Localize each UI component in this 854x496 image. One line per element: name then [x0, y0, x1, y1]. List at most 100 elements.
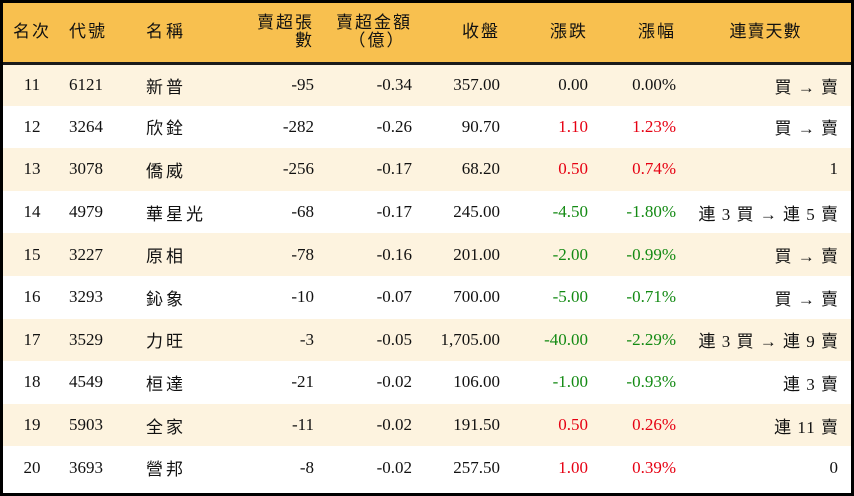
table-row[interactable]: 14 4979 華星光 -68 -0.17 245.00 -4.50 -1.80…: [3, 190, 851, 234]
header-net-sell-amount[interactable]: 賣超金額 （億）: [322, 3, 420, 63]
cell-net-sell-volume: -8: [299, 457, 314, 477]
cell-consecutive-days: 1: [829, 159, 839, 179]
cell-net-sell-volume: -11: [291, 415, 314, 435]
cell-code: 3693: [69, 457, 103, 477]
header-change-pct[interactable]: 漲幅: [638, 22, 676, 42]
cell-code: 3529: [69, 329, 103, 349]
cell-change: 0.50: [558, 415, 588, 435]
cell-net-sell-volume: -256: [282, 159, 314, 179]
cell-change: 0.00: [558, 75, 588, 95]
cell-name: 僑威: [146, 161, 186, 181]
cell-change-pct: 0.74%: [632, 159, 676, 179]
cell-change: -2.00: [552, 244, 588, 264]
cell-net-sell-amount: -0.26: [376, 116, 412, 136]
cell-net-sell-amount: -0.07: [376, 287, 412, 307]
cell-consecutive-days: 買 → 賣: [774, 247, 839, 267]
cell-close: 1,705.00: [440, 329, 501, 349]
net-sell-ranking-table: 名次 代號 名稱 賣超張數 賣超金額 （億） 收盤 漲跌 漲幅 連賣天數 11 …: [3, 3, 851, 489]
table-row[interactable]: 18 4549 桓達 -21 -0.02 106.00 -1.00 -0.93%…: [3, 361, 851, 404]
header-net-sell-volume[interactable]: 賣超張數: [257, 13, 314, 51]
cell-change: 1.10: [558, 116, 588, 136]
cell-rank: 17: [23, 329, 41, 349]
cell-net-sell-amount: -0.02: [376, 415, 412, 435]
header-name[interactable]: 名稱: [146, 22, 186, 42]
cell-change-pct: 0.00%: [632, 75, 676, 95]
table-row[interactable]: 17 3529 力旺 -3 -0.05 1,705.00 -40.00 -2.2…: [3, 318, 851, 362]
cell-consecutive-days: 0: [829, 457, 839, 477]
cell-change-pct: -2.29%: [626, 329, 676, 349]
cell-rank: 11: [23, 75, 41, 95]
cell-name: 營邦: [146, 460, 186, 480]
cell-net-sell-volume: -3: [299, 329, 314, 349]
cell-close: 106.00: [453, 372, 500, 392]
table-header-row: 名次 代號 名稱 賣超張數 賣超金額 （億） 收盤 漲跌 漲幅 連賣天數: [3, 3, 851, 63]
cell-code: 4979: [69, 202, 103, 222]
cell-consecutive-days: 買 → 賣: [774, 289, 839, 309]
cell-close: 357.00: [453, 75, 500, 95]
cell-close: 245.00: [453, 202, 500, 222]
table-row[interactable]: 12 3264 欣銓 -282 -0.26 90.70 1.10 1.23% 買…: [3, 105, 851, 149]
cell-consecutive-days: 連 3 賣: [783, 374, 839, 394]
cell-close: 201.00: [453, 244, 500, 264]
cell-name: 桓達: [146, 374, 186, 394]
table-row[interactable]: 20 3693 營邦 -8 -0.02 257.50 1.00 0.39% 0: [3, 446, 851, 489]
table-row[interactable]: 13 3078 僑威 -256 -0.17 68.20 0.50 0.74% 1: [3, 148, 851, 191]
cell-change: -5.00: [552, 287, 588, 307]
cell-consecutive-days: 連 3 買 → 連 5 賣: [698, 204, 839, 224]
cell-name: 新普: [146, 77, 186, 97]
cell-close: 700.00: [453, 287, 500, 307]
table-row[interactable]: 19 5903 全家 -11 -0.02 191.50 0.50 0.26% 連…: [3, 403, 851, 447]
header-code[interactable]: 代號: [69, 22, 107, 42]
cell-net-sell-volume: -282: [282, 116, 314, 136]
cell-rank: 13: [23, 159, 41, 179]
cell-code: 3227: [69, 244, 103, 264]
header-change[interactable]: 漲跌: [550, 22, 588, 42]
cell-rank: 14: [23, 202, 41, 222]
cell-close: 90.70: [461, 116, 500, 136]
cell-change-pct: -0.99%: [626, 244, 676, 264]
cell-net-sell-volume: -95: [291, 75, 314, 95]
cell-close: 68.20: [461, 159, 500, 179]
cell-net-sell-volume: -21: [291, 372, 314, 392]
cell-code: 3264: [69, 116, 103, 136]
cell-consecutive-days: 連 11 賣: [774, 417, 839, 437]
cell-code: 6121: [69, 75, 103, 95]
cell-consecutive-days: 買 → 賣: [774, 77, 839, 97]
cell-rank: 15: [23, 244, 41, 264]
cell-net-sell-amount: -0.05: [376, 329, 412, 349]
table-row[interactable]: 15 3227 原相 -78 -0.16 201.00 -2.00 -0.99%…: [3, 233, 851, 276]
header-close[interactable]: 收盤: [462, 22, 500, 42]
header-consecutive-days[interactable]: 連賣天數: [729, 22, 802, 42]
cell-code: 3078: [69, 159, 103, 179]
cell-rank: 18: [23, 372, 41, 392]
cell-net-sell-amount: -0.34: [376, 75, 412, 95]
cell-close: 257.50: [453, 457, 500, 477]
cell-change: -40.00: [544, 329, 588, 349]
cell-rank: 12: [23, 116, 41, 136]
cell-net-sell-volume: -68: [291, 202, 314, 222]
cell-change: -1.00: [552, 372, 588, 392]
header-net-sell-amount-unit: （億）: [348, 31, 406, 51]
cell-net-sell-amount: -0.17: [376, 202, 412, 222]
header-net-sell-amount-title: 賣超金額: [336, 13, 412, 33]
cell-close: 191.50: [453, 415, 500, 435]
cell-change-pct: 1.23%: [632, 116, 676, 136]
cell-name: 原相: [146, 247, 186, 267]
cell-change-pct: -0.71%: [626, 287, 676, 307]
header-rank[interactable]: 名次: [13, 22, 51, 42]
cell-rank: 19: [23, 415, 41, 435]
cell-code: 4549: [69, 372, 103, 392]
cell-code: 3293: [69, 287, 103, 307]
cell-rank: 16: [23, 287, 41, 307]
cell-name: 欣銓: [146, 119, 186, 139]
cell-net-sell-amount: -0.02: [376, 372, 412, 392]
table-row[interactable]: 11 6121 新普 -95 -0.34 357.00 0.00 0.00% 買…: [3, 63, 851, 106]
cell-net-sell-amount: -0.17: [376, 159, 412, 179]
cell-consecutive-days: 買 → 賣: [774, 119, 839, 139]
cell-consecutive-days: 連 3 買 → 連 9 賣: [698, 332, 839, 352]
cell-name: 全家: [146, 417, 186, 437]
cell-change-pct: 0.39%: [632, 457, 676, 477]
cell-change-pct: -1.80%: [626, 202, 676, 222]
cell-change: 0.50: [558, 159, 588, 179]
table-row[interactable]: 16 3293 鈊象 -10 -0.07 700.00 -5.00 -0.71%…: [3, 275, 851, 319]
